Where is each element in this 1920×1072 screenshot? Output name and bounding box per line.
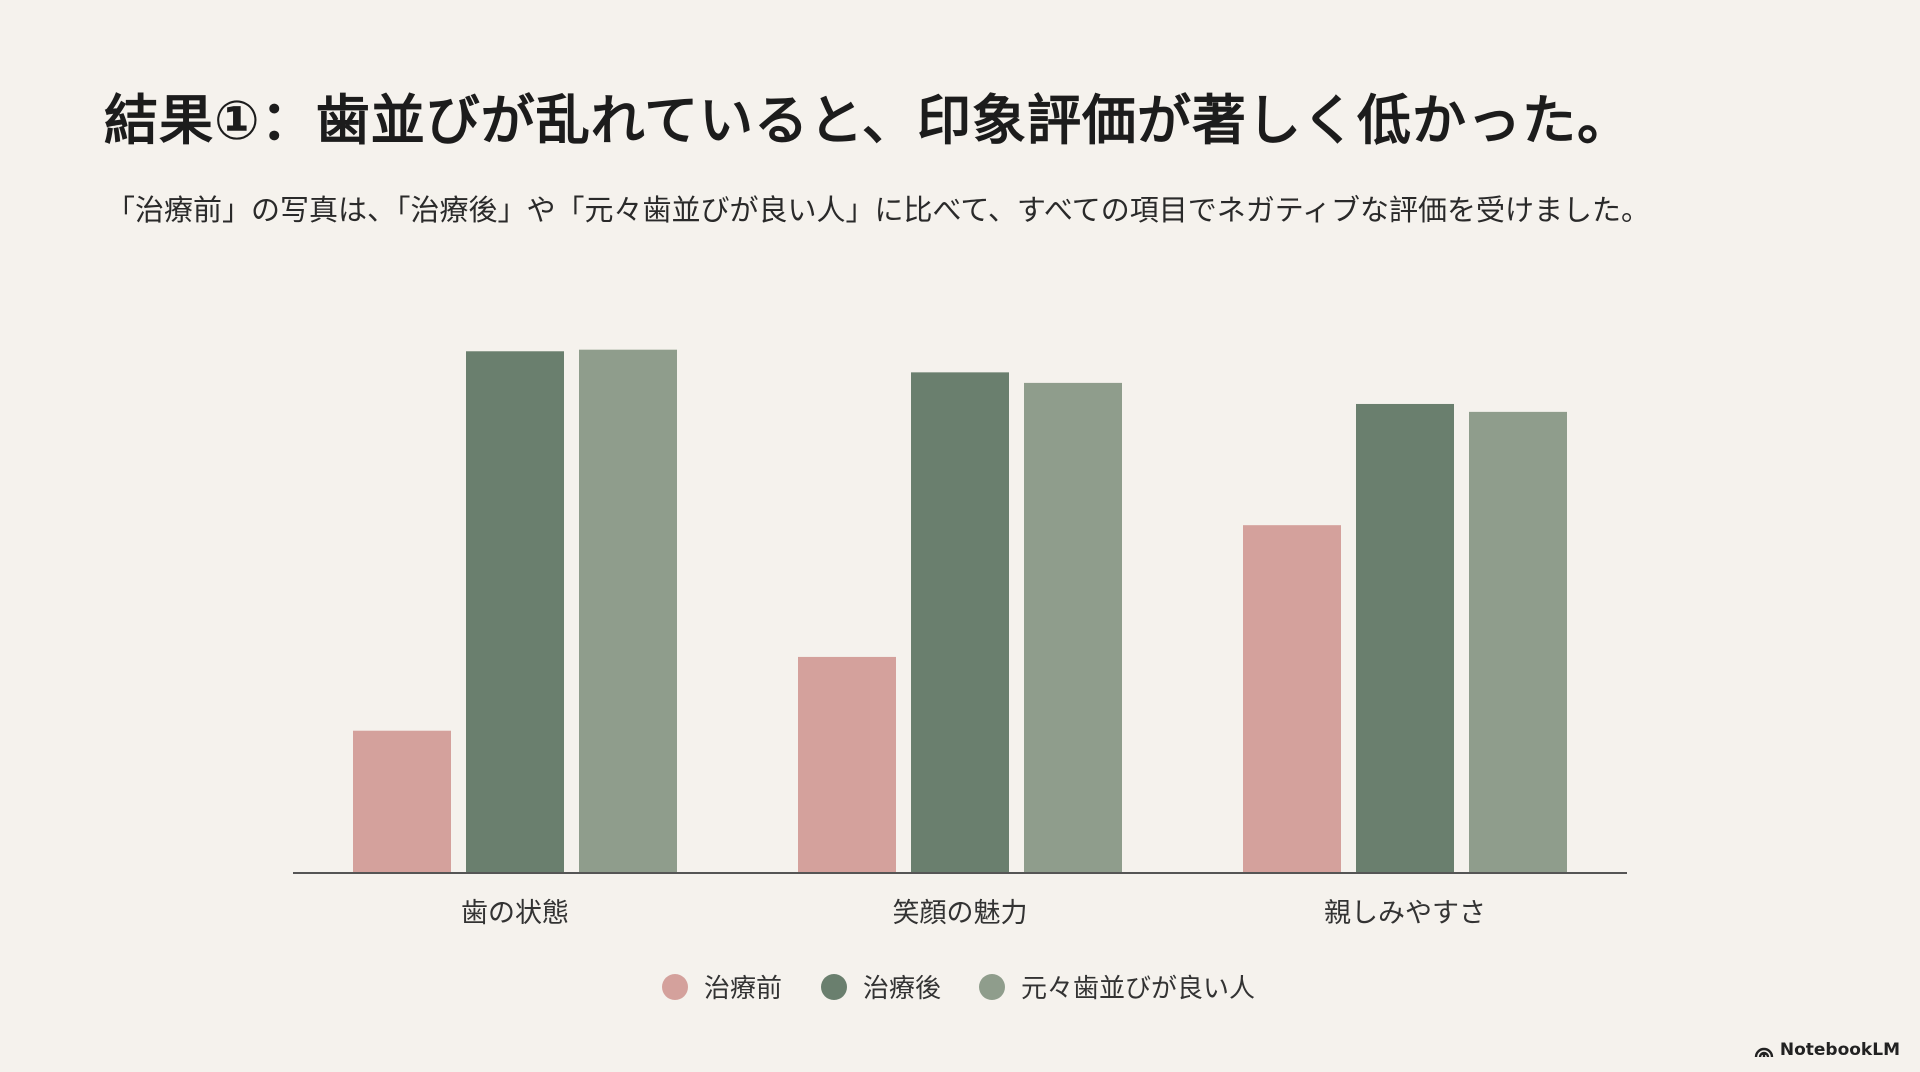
- logo-text: NotebookLM: [1779, 1040, 1900, 1060]
- category-label: 歯の状態: [461, 898, 569, 929]
- legend-label: 元々歯並びが良い人: [1021, 974, 1255, 1004]
- bar: [1024, 382, 1122, 873]
- bar: [911, 372, 1009, 873]
- slide-title: 結果①：歯並びが乱れていると、印象評価が著しく低かった。: [104, 89, 1632, 152]
- legend-swatch: [821, 974, 847, 1000]
- legend-label: 治療前: [704, 974, 782, 1004]
- category-label: 笑顔の魅力: [893, 898, 1028, 929]
- notebooklm-logo: NotebookLM: [1754, 1040, 1900, 1060]
- legend-swatch: [979, 974, 1005, 1000]
- bar: [353, 730, 451, 873]
- bar: [579, 349, 677, 874]
- category-label: 親しみやすさ: [1324, 898, 1486, 929]
- notebooklm-icon: [1754, 1047, 1774, 1057]
- bar: [1356, 403, 1454, 873]
- bar: [798, 656, 896, 873]
- slide-subtitle: 「治療前」の写真は、「治療後」や「元々歯並びが良い人」に比べて、すべての項目でネ…: [106, 193, 1650, 227]
- bar: [1469, 411, 1567, 873]
- legend-swatch: [662, 974, 688, 1000]
- legend-label: 治療後: [863, 974, 941, 1004]
- bar: [466, 351, 564, 873]
- bar: [1243, 525, 1341, 873]
